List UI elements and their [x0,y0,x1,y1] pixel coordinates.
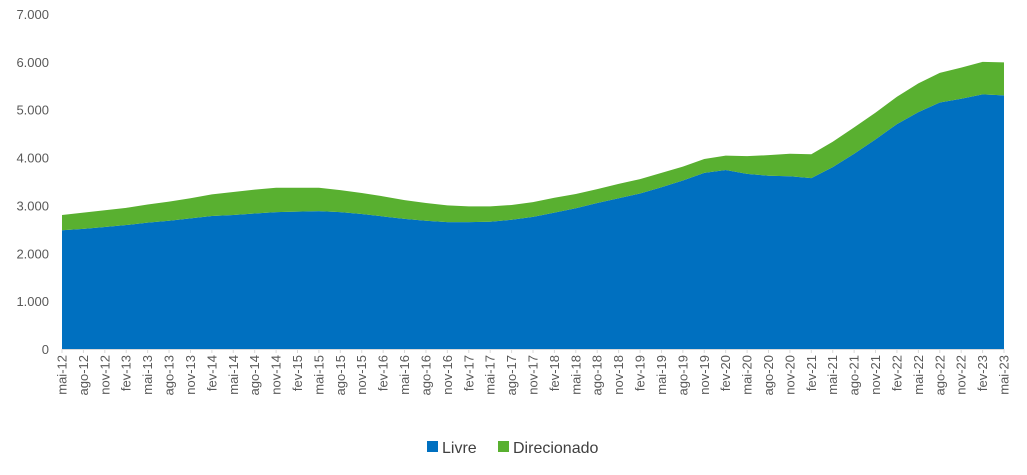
x-tick-label: fev-20 [718,355,733,391]
x-tick-label: mai-18 [568,355,583,395]
x-tick-label: nov-19 [697,355,712,395]
x-tick-label: mai-17 [483,355,498,395]
x-tick-label: ago-20 [761,355,776,395]
y-axis-ticks: 0 1.000 2.000 3.000 4.000 5.000 6.000 7.000 [16,7,49,357]
x-tick-label: ago-13 [162,355,177,395]
legend-swatch-livre [427,441,438,452]
x-tick-label: ago-15 [333,355,348,395]
x-tick-label: nov-15 [354,355,369,395]
x-tick-label: nov-17 [526,355,541,395]
x-tick-label: nov-14 [269,355,284,395]
x-tick-label: fev-13 [119,355,134,391]
x-tick-label: ago-21 [847,355,862,395]
x-tick-label: fev-18 [547,355,562,391]
x-tick-label: fev-16 [376,355,391,391]
x-tick-label: ago-12 [76,355,91,395]
x-tick-label: mai-20 [740,355,755,395]
legend-label-livre: Livre [442,440,477,457]
x-tick-label: nov-22 [954,355,969,395]
x-tick-label: fev-19 [633,355,648,391]
x-tick-label: mai-19 [654,355,669,395]
y-tick-label: 3.000 [16,198,49,213]
x-tick-label: nov-21 [868,355,883,395]
x-tick-label: mai-13 [140,355,155,395]
x-tick-label: mai-14 [226,355,241,395]
x-tick-label: ago-19 [675,355,690,395]
y-tick-label: 0 [42,342,49,357]
legend-label-direcionado: Direcionado [513,440,598,457]
x-tick-label: mai-15 [311,355,326,395]
x-tick-label: mai-22 [911,355,926,395]
y-tick-label: 6.000 [16,55,49,70]
y-tick-label: 7.000 [16,7,49,22]
x-tick-label: nov-16 [440,355,455,395]
x-tick-label: nov-12 [97,355,112,395]
area-series-direcionado [62,61,1004,231]
x-tick-label: ago-16 [418,355,433,395]
x-tick-label: ago-17 [504,355,519,395]
x-tick-label: fev-23 [975,355,990,391]
x-tick-label: fev-22 [889,355,904,391]
x-tick-label: nov-13 [183,355,198,395]
y-tick-label: 5.000 [16,103,49,118]
x-tick-label: mai-21 [825,355,840,395]
x-tick-label: fev-17 [461,355,476,391]
x-tick-label: mai-16 [397,355,412,395]
x-tick-label: fev-14 [204,355,219,391]
legend-swatch-direcionado [498,441,509,452]
y-tick-label: 4.000 [16,151,49,166]
y-tick-label: 2.000 [16,246,49,261]
x-axis-ticks: mai-12 ago-12 nov-12 fev-13 mai-13 ago-13 nov-… [55,349,1012,395]
x-tick-label: ago-22 [932,355,947,395]
x-tick-label: fev-15 [290,355,305,391]
x-tick-label: nov-20 [782,355,797,395]
x-tick-label: ago-18 [590,355,605,395]
area-series-livre [62,94,1004,350]
x-tick-label: fev-21 [804,355,819,391]
x-tick-label: mai-12 [55,355,70,395]
y-tick-label: 1.000 [16,294,49,309]
x-tick-label: ago-14 [247,355,262,395]
legend: Livre Direcionado [427,440,598,457]
x-tick-label: mai-23 [997,355,1012,395]
stacked-areas [62,61,1004,350]
x-tick-label: nov-18 [611,355,626,395]
